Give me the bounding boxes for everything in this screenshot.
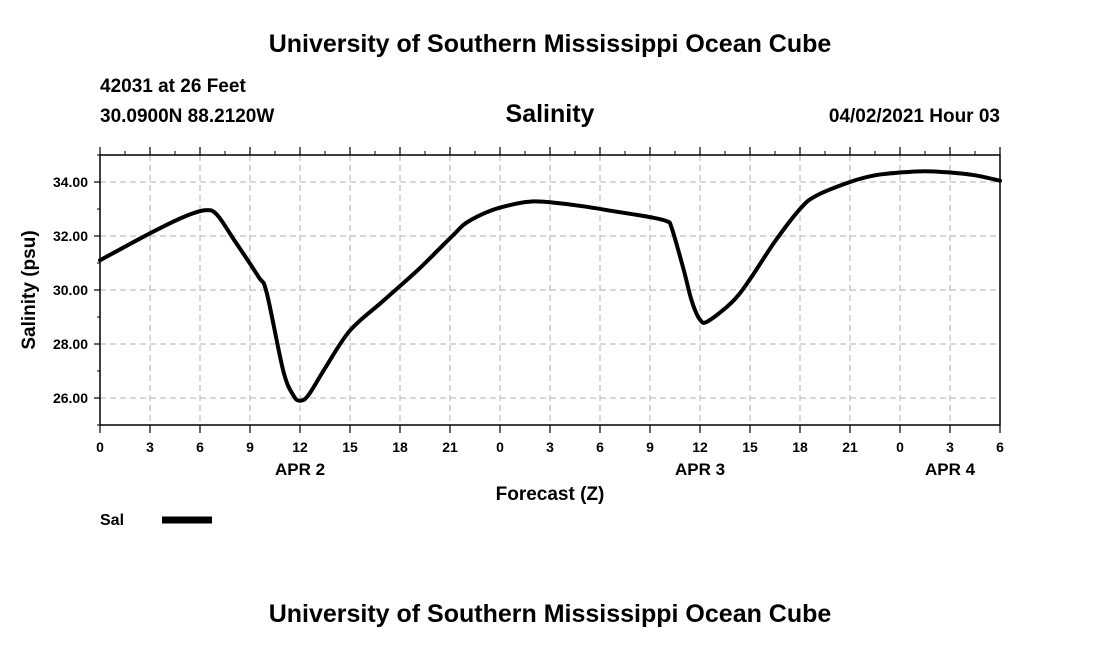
- chart-title: Salinity: [505, 100, 595, 128]
- x-tick-label: 0: [896, 439, 904, 455]
- legend-label-sal: Sal: [100, 512, 124, 529]
- x-tick-label: 12: [692, 439, 708, 455]
- forecast-datetime: 04/02/2021 Hour 03: [828, 106, 1000, 127]
- plot-frame: [99, 154, 1001, 426]
- x-axis-ticks: 0 3 6 9 12 15 18 21 0 3 6 9 12 15 18 21 0 3 6 APR 2 APR 3 APR…: [96, 147, 1004, 479]
- top-title: University of Southern Mississippi Ocean…: [268, 30, 832, 58]
- x-tick-label: 6: [196, 439, 204, 455]
- x-tick-label: 15: [342, 439, 358, 455]
- x-tick-label: 0: [496, 439, 504, 455]
- x-tick-label: 18: [392, 439, 408, 455]
- x-tick-label: 12: [292, 439, 308, 455]
- series-line-sal: [98, 169, 1002, 403]
- y-axis-title: Salinity (psu): [19, 230, 40, 349]
- date-label: APR 3: [675, 460, 725, 479]
- x-tick-label: 15: [742, 439, 758, 455]
- y-tick-label: 26.00: [53, 390, 88, 406]
- date-label: APR 2: [275, 460, 325, 479]
- y-tick-label: 34.00: [53, 174, 88, 190]
- x-tick-label: 9: [646, 439, 654, 455]
- y-tick-label: 30.00: [53, 282, 88, 298]
- x-axis-title: Forecast (Z): [496, 484, 605, 505]
- x-tick-label: 18: [792, 439, 808, 455]
- x-tick-label: 6: [996, 439, 1004, 455]
- legend: Sal: [100, 512, 212, 529]
- x-tick-label: 9: [246, 439, 254, 455]
- station-coordinates: 30.0900N 88.2120W: [100, 106, 275, 127]
- y-tick-label: 28.00: [53, 336, 88, 352]
- y-tick-label: 32.00: [53, 228, 88, 244]
- series-layer: [98, 169, 1002, 403]
- date-label: APR 4: [925, 460, 976, 479]
- chart-grid: [100, 155, 1000, 425]
- station-label: 42031 at 26 Feet: [100, 76, 246, 97]
- x-tick-label: 0: [96, 439, 104, 455]
- x-tick-label: 3: [546, 439, 554, 455]
- bottom-title: University of Southern Mississippi Ocean…: [268, 600, 832, 628]
- x-tick-label: 21: [442, 439, 458, 455]
- y-axis-ticks: 26.00 28.00 30.00 32.00 34.00: [53, 154, 100, 426]
- x-tick-label: 3: [146, 439, 154, 455]
- x-tick-label: 21: [842, 439, 858, 455]
- x-tick-label: 6: [596, 439, 604, 455]
- x-tick-label: 3: [946, 439, 954, 455]
